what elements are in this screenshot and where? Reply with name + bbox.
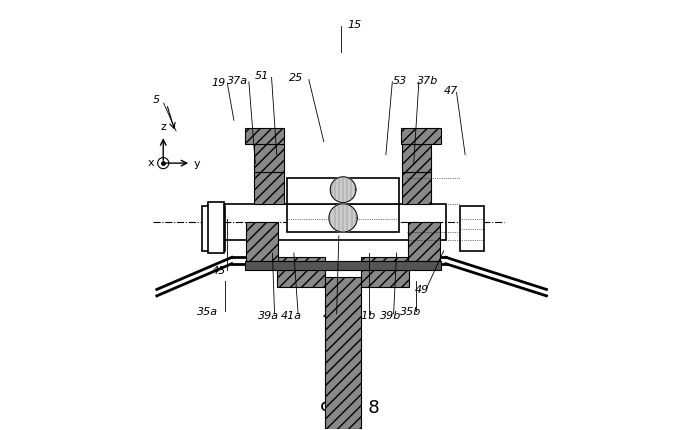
Bar: [208, 202, 224, 253]
Bar: [208, 204, 446, 241]
Text: 19: 19: [212, 77, 226, 88]
Bar: [361, 258, 410, 288]
Text: 37b: 37b: [417, 75, 438, 86]
Bar: [254, 144, 284, 172]
Polygon shape: [329, 204, 357, 233]
Bar: [287, 204, 398, 232]
Text: 37a: 37a: [226, 75, 248, 86]
Bar: [277, 258, 325, 288]
Bar: [287, 179, 398, 204]
Text: x: x: [148, 157, 154, 167]
Text: z: z: [160, 122, 166, 132]
Text: 15: 15: [348, 20, 362, 30]
Text: 25: 25: [289, 73, 303, 83]
Text: 49: 49: [415, 285, 428, 295]
Text: Фиг. 8: Фиг. 8: [319, 398, 380, 416]
Bar: [401, 128, 440, 144]
Bar: [202, 206, 225, 251]
Text: 47: 47: [445, 86, 459, 96]
Text: 39b: 39b: [380, 310, 401, 320]
Text: 51: 51: [254, 71, 269, 81]
Text: 41b: 41b: [354, 310, 376, 320]
Bar: [402, 172, 431, 204]
Bar: [245, 261, 440, 270]
Bar: [460, 206, 484, 251]
Bar: [402, 144, 431, 172]
Text: 43: 43: [323, 310, 338, 320]
Text: 45: 45: [212, 266, 226, 276]
Text: y: y: [194, 159, 201, 169]
Bar: [325, 277, 361, 429]
Text: 53: 53: [392, 75, 407, 86]
Bar: [246, 223, 278, 261]
Text: 39a: 39a: [257, 310, 279, 320]
Text: 35a: 35a: [196, 306, 218, 316]
Polygon shape: [330, 178, 356, 203]
Bar: [408, 223, 440, 261]
Bar: [245, 128, 284, 144]
Bar: [254, 172, 284, 204]
Text: 41a: 41a: [281, 310, 302, 320]
Text: 5: 5: [152, 95, 159, 104]
Text: 35b: 35b: [400, 306, 421, 316]
